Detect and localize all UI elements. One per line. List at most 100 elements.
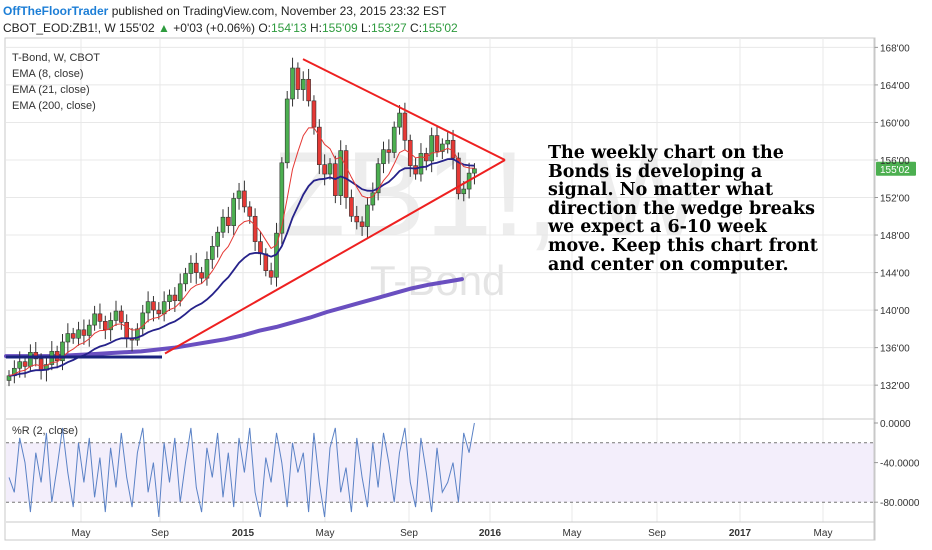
indicator-title: %R (2, close) (12, 425, 79, 437)
candle-body (60, 341, 65, 362)
close-label: C: (410, 21, 423, 35)
candle-body (161, 301, 167, 315)
candle-body (263, 253, 269, 271)
candle-body (151, 301, 156, 311)
candle-body (391, 126, 397, 153)
candle-body (92, 313, 97, 326)
candle-body (17, 361, 23, 369)
candle-body (65, 333, 71, 343)
high-value: 155'09 (322, 21, 358, 35)
candle-body (188, 262, 194, 274)
candle-body (108, 320, 113, 331)
wedge-lower-line (164, 159, 506, 355)
x-tick-label: 2015 (232, 528, 255, 539)
candle-body (316, 126, 322, 165)
high-label: H: (310, 21, 322, 35)
close-value: 155'02 (422, 21, 458, 35)
candle-body (343, 150, 349, 198)
candle-body (327, 163, 333, 175)
y-tick-label: 132'00 (880, 381, 910, 392)
annotation-text: The weekly chart on the Bonds is develop… (548, 143, 818, 275)
chart-legend: T-Bond, W, CBOT EMA (8, close) EMA (21, … (12, 50, 100, 114)
wr-line (8, 422, 475, 518)
candle-body (461, 188, 467, 195)
x-tick-label: May (814, 528, 833, 539)
candle-body (177, 283, 183, 302)
up-arrow-icon: ▲ (158, 21, 170, 35)
candle-body (386, 149, 392, 153)
low-label: L: (361, 21, 372, 35)
candle-body (450, 139, 456, 159)
ema200-line (4, 277, 464, 359)
candle-body (365, 204, 370, 227)
candle-body (472, 168, 477, 174)
candle-body (220, 216, 226, 233)
candle-body (456, 157, 461, 195)
candle-body (418, 153, 424, 175)
candle-body (338, 150, 344, 196)
x-tick-label: May (72, 528, 91, 539)
publisher-line: OffTheFloorTrader published on TradingVi… (3, 4, 446, 18)
candle-body (199, 272, 204, 279)
candle-body (183, 273, 188, 285)
candle-body (113, 310, 119, 321)
y-tick-label: 156'00 (880, 156, 910, 167)
x-tick-label: Sep (400, 528, 418, 539)
last-price-badge (876, 161, 916, 176)
watermark: ZB1!, W T-Bond (272, 127, 705, 304)
last-price-text: 155'02 (119, 21, 155, 35)
y-tick-label: 164'00 (880, 81, 910, 92)
candle-body (322, 164, 327, 175)
open-label: O: (258, 21, 271, 35)
candle-body (70, 333, 76, 339)
candle-body (402, 112, 408, 141)
candle-body (258, 241, 263, 255)
candle-body (38, 358, 44, 371)
candle-body (300, 78, 306, 90)
wr-tick-label: -40.0000 (880, 459, 920, 470)
legend-ema200: EMA (200, close) (12, 100, 96, 112)
legend-title: T-Bond, W, CBOT (12, 52, 101, 64)
williams-r-series (6, 422, 874, 518)
y-tick-label: 152'00 (880, 194, 910, 205)
candle-body (28, 352, 33, 367)
candle-body (156, 309, 162, 315)
candle-body (349, 197, 354, 217)
x-tick-label: 2016 (479, 528, 502, 539)
candle-body (103, 321, 108, 331)
x-tick-label: Sep (648, 528, 666, 539)
y-tick-label: 160'00 (880, 118, 910, 129)
candle-body (167, 294, 172, 302)
ema8-line (8, 127, 475, 377)
candle-body (135, 328, 140, 341)
candle-body (97, 313, 103, 322)
wr-tick-label: 0.0000 (880, 419, 911, 430)
candle-body (279, 162, 285, 234)
symbol-text: CBOT_EOD:ZB1!, W (3, 21, 116, 35)
candle-body (204, 259, 210, 279)
candle-body (268, 270, 274, 278)
y-tick-label: 140'00 (880, 306, 910, 317)
candle-body (429, 135, 434, 162)
open-value: 154'13 (270, 21, 307, 35)
candle-body (226, 216, 231, 226)
candle-body (295, 67, 301, 90)
candle-body (413, 165, 418, 175)
candle-body (242, 190, 247, 208)
x-tick-label: May (316, 528, 335, 539)
low-value: 153'27 (371, 21, 407, 35)
candle-body (381, 149, 386, 165)
candle-body (359, 221, 365, 227)
wr-tick-label: -80.0000 (880, 498, 920, 509)
ema21-line (8, 158, 475, 377)
candle-body (397, 112, 402, 128)
candle-body (306, 78, 311, 102)
x-tick-label: Sep (151, 528, 169, 539)
author-link[interactable]: OffTheFloorTrader (3, 4, 109, 18)
candle-body (76, 329, 81, 339)
overlays: 155'02 (6, 58, 916, 359)
y-tick-label: 168'00 (880, 43, 910, 54)
candle-body (236, 190, 242, 199)
